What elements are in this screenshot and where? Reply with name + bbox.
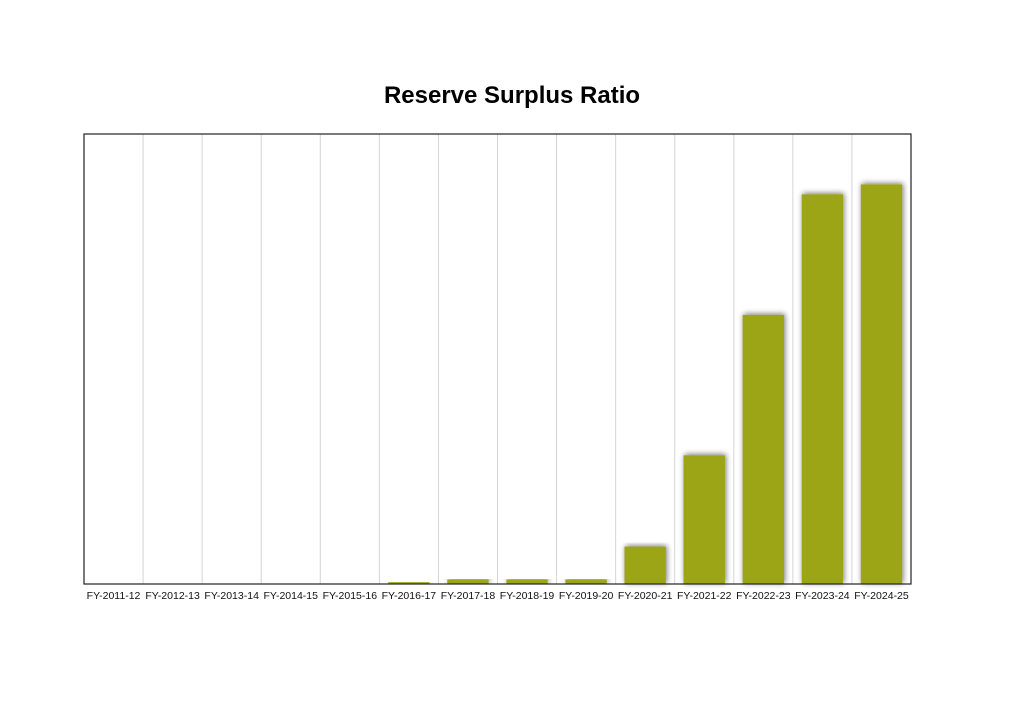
bar-fy-2017-18 [447, 579, 489, 584]
bar-fy-2022-23 [742, 314, 784, 584]
x-tick-label: FY-2014-15 [264, 590, 319, 602]
bar-fy-2020-21 [624, 546, 666, 584]
bar-fy-2019-20 [565, 579, 607, 584]
x-tick-label: FY-2024-25 [854, 590, 909, 602]
bar-fy-2023-24 [801, 194, 844, 585]
x-tick-label: FY-2012-13 [145, 590, 200, 602]
x-tick-label: FY-2023-24 [795, 590, 850, 602]
x-tick-label: FY-2022-23 [736, 590, 791, 602]
x-tick-label: FY-2015-16 [323, 590, 378, 602]
x-tick-labels: FY-2011-12 FY-2012-13 FY-2013-14 FY-2014-15… [87, 590, 909, 602]
x-tick-label: FY-2011-12 [87, 590, 141, 602]
x-tick-label: FY-2016-17 [382, 590, 437, 602]
bar-fy-2021-22 [683, 455, 725, 584]
x-tick-label: FY-2013-14 [204, 590, 259, 602]
bar-fy-2018-19 [506, 579, 548, 584]
x-tick-label: FY-2017-18 [441, 590, 496, 602]
x-tick-label: FY-2020-21 [618, 590, 673, 602]
x-tick-label: FY-2021-22 [677, 590, 732, 602]
bar-fy-2016-17 [388, 582, 430, 584]
plot-area-border [83, 133, 912, 585]
chart-title: Reserve Surplus Ratio [383, 82, 641, 109]
bar-fy-2024-25 [860, 184, 903, 584]
grid-lines [142, 134, 853, 584]
x-tick-label: FY-2019-20 [559, 590, 614, 602]
x-tick-label: FY-2018-19 [500, 590, 555, 602]
bars [388, 184, 903, 585]
